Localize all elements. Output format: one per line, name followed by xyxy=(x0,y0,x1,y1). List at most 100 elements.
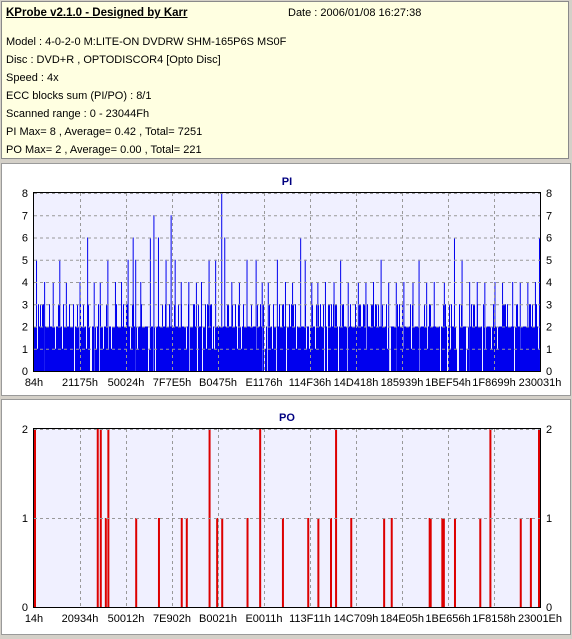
pi-ytick-left-8: 8 xyxy=(22,188,28,200)
po-xtick-9: 1BE656h xyxy=(425,613,470,625)
po-bar-27 xyxy=(479,518,482,607)
pi-bar-12 xyxy=(127,259,129,371)
pi-bar-21 xyxy=(174,259,176,371)
po-chart: PO 14h 20934h 50012h 7E902h B0021h E0011h 113F1… xyxy=(22,412,562,625)
pi-xtick-4: B0475h xyxy=(199,377,237,389)
po-bar-10 xyxy=(216,518,219,607)
pi-bar-11 xyxy=(121,282,123,371)
pi-ytick-left-6: 6 xyxy=(22,233,28,245)
po-xtick-0: 14h xyxy=(25,613,43,625)
pi-bar-30 xyxy=(231,282,233,371)
pi-ytick-right-7: 7 xyxy=(546,210,552,222)
po-bar-22 xyxy=(428,518,431,607)
pi-bar-17 xyxy=(153,215,155,371)
pi-bar-40 xyxy=(304,259,306,371)
po-ytick-right-0: 0 xyxy=(546,602,552,614)
pi-bar-0 xyxy=(36,259,38,371)
po-xtick-10: 1F8158h xyxy=(472,613,515,625)
po-ytick-right-2: 2 xyxy=(546,424,552,436)
info-panel: KProbe v2.1.0 - Designed by Karr Date : … xyxy=(1,1,569,159)
pi-bar-1 xyxy=(44,282,46,371)
pi-xtick-5: E1176h xyxy=(245,377,282,389)
pi-bar-14 xyxy=(135,259,137,371)
po-bar-7 xyxy=(180,518,183,607)
pi-ytick-right-5: 5 xyxy=(546,255,552,267)
pi-xtick-8: 185939h xyxy=(381,377,424,389)
pi-ytick-right-6: 6 xyxy=(546,233,552,245)
pi-bar-23 xyxy=(188,282,190,371)
pi-bar-57 xyxy=(433,282,435,371)
pi-ytick-left-5: 5 xyxy=(22,255,28,267)
pi-ytick-left-7: 7 xyxy=(22,210,28,222)
pi-xtick-1: 21175h xyxy=(62,377,98,389)
pi-xtick-7: 14D418h xyxy=(334,377,379,389)
pi-axes-frame xyxy=(33,192,541,372)
pi-ytick-right-4: 4 xyxy=(546,277,552,289)
pi-bar-55 xyxy=(418,259,420,371)
pi-bar-19 xyxy=(165,259,167,371)
pi-bar-27 xyxy=(215,259,217,371)
info-disc: Disc : DVD+R , OPTODISCOR4 [Opto Disc] xyxy=(6,54,221,66)
pi-xtick-9: 1BEF54h xyxy=(425,377,471,389)
pi-chart-panel: PI 84h 21175h 50024h 7F7E5h B0475h E1176h 114F3… xyxy=(1,163,571,396)
pi-bar-45 xyxy=(340,259,342,371)
pi-bar-9 xyxy=(107,259,109,371)
info-model: Model : 4-0-2-0 M:LITE-ON DVDRW SHM-165P… xyxy=(6,36,287,48)
pi-bar-3 xyxy=(59,259,61,371)
pi-ytick-right-1: 1 xyxy=(546,344,552,356)
po-xtick-2: 50012h xyxy=(108,613,145,625)
pi-bar-53 xyxy=(403,282,405,371)
po-ytick-left-0: 0 xyxy=(22,602,28,614)
po-bar-19 xyxy=(350,518,353,607)
po-xtick-6: 113F11h xyxy=(289,613,331,625)
pi-ytick-left-3: 3 xyxy=(22,299,28,311)
pi-bar-13 xyxy=(132,237,134,371)
pi-xtick-3: 7F7E5h xyxy=(153,377,192,389)
po-bar-16 xyxy=(317,518,320,607)
po-xtick-7: 14C709h xyxy=(334,613,379,625)
pi-ytick-right-0: 0 xyxy=(546,366,552,378)
po-axes-frame xyxy=(33,428,541,608)
pi-xtick-6: 114F36h xyxy=(289,377,332,389)
po-bar-3 xyxy=(104,518,107,607)
pi-bar-33 xyxy=(255,259,257,371)
pi-ytick-left-4: 4 xyxy=(22,277,28,289)
po-bar-15 xyxy=(307,518,310,607)
pi-bar-49 xyxy=(373,282,375,371)
po-ytick-right-1: 1 xyxy=(546,513,552,525)
po-bar-1 xyxy=(96,429,99,607)
scan-date: Date : 2006/01/08 16:27:38 xyxy=(288,7,422,19)
po-title: PO xyxy=(279,412,295,424)
pi-chart: PI 84h 21175h 50024h 7F7E5h B0475h E1176h 114F3… xyxy=(22,176,562,389)
po-xtick-11: 23001Eh xyxy=(518,613,562,625)
po-bar-23 xyxy=(429,518,432,607)
info-ecc-blocks: ECC blocks sum (PI/PO) : 8/1 xyxy=(6,90,152,102)
pi-bar-37 xyxy=(284,282,286,371)
po-bar-30 xyxy=(529,518,532,607)
pi-bar-18 xyxy=(157,237,159,371)
pi-bar-69 xyxy=(534,282,536,371)
pi-bar-25 xyxy=(200,282,202,371)
pi-ytick-left-0: 0 xyxy=(22,366,28,378)
pi-bar-20 xyxy=(170,215,172,371)
pi-bar-62 xyxy=(476,282,478,371)
po-bar-21 xyxy=(390,518,393,607)
info-po-stats: PO Max= 2 , Average= 0.00 , Total= 221 xyxy=(6,144,202,156)
pi-xtick-10: 1F8699h xyxy=(472,377,515,389)
po-bar-6 xyxy=(157,518,160,607)
pi-ytick-right-3: 3 xyxy=(546,299,552,311)
pi-bar-60 xyxy=(461,259,463,371)
pi-bar-22 xyxy=(180,282,182,371)
po-ytick-left-2: 2 xyxy=(22,424,28,436)
pi-bar-32 xyxy=(246,259,248,371)
pi-bar-66 xyxy=(512,282,514,371)
po-bar-29 xyxy=(519,518,522,607)
pi-bar-43 xyxy=(324,282,326,371)
po-bar-8 xyxy=(185,518,188,607)
po-xtick-1: 20934h xyxy=(62,613,99,625)
po-bar-11 xyxy=(221,518,224,607)
pi-bar-26 xyxy=(208,259,210,371)
pi-bar-29 xyxy=(224,237,226,371)
po-bar-12 xyxy=(246,518,249,607)
pi-bar-50 xyxy=(380,259,382,371)
